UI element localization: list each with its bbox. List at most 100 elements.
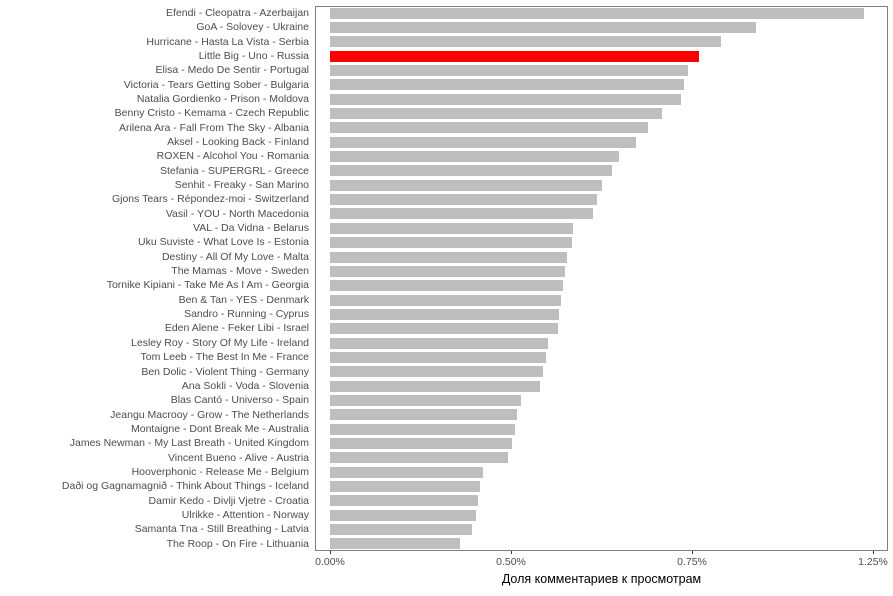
bar <box>330 222 574 234</box>
bar <box>330 265 565 277</box>
bar <box>330 179 602 191</box>
chart-row: Hooverphonic - Release Me - Belgium <box>0 465 893 479</box>
bar-track <box>315 251 893 263</box>
chart-row: Aksel - Looking Back - Finland <box>0 135 893 149</box>
chart-row: Destiny - All Of My Love - Malta <box>0 250 893 264</box>
bar-track <box>315 280 893 292</box>
bar <box>330 337 549 349</box>
chart-row: Ben Dolic - Violent Thing - Germany <box>0 365 893 379</box>
y-axis-label: The Mamas - Move - Sweden <box>171 265 309 278</box>
bar <box>330 423 515 435</box>
y-axis-label: Blas Cantó - Universo - Spain <box>170 394 309 407</box>
bar-track <box>315 208 893 220</box>
y-axis-label: Vasil - YOU - North Macedonia <box>165 207 309 220</box>
y-axis-label: Jeangu Macrooy - Grow - The Netherlands <box>110 408 309 421</box>
bar <box>330 93 681 105</box>
y-axis-label: Efendi - Cleopatra - Azerbaijan <box>166 6 309 19</box>
chart-row: Vasil - YOU - North Macedonia <box>0 207 893 221</box>
bar <box>330 394 522 406</box>
chart-row: Hurricane - Hasta La Vista - Serbia <box>0 35 893 49</box>
bar <box>330 366 543 378</box>
x-tick-label: 1.25% <box>858 556 888 568</box>
y-axis-label: Elisa - Medo De Sentir - Portugal <box>155 64 309 77</box>
chart-row: Vincent Bueno - Alive - Austria <box>0 451 893 465</box>
y-axis-label: Senhit - Freaky - San Marino <box>174 179 309 192</box>
chart-row: Uku Suviste - What Love Is - Estonia <box>0 236 893 250</box>
bar-track <box>315 409 893 421</box>
bar-track <box>315 136 893 148</box>
bar <box>330 409 517 421</box>
bar-track <box>315 437 893 449</box>
x-tick-mark <box>692 551 693 554</box>
chart-row: Elisa - Medo De Sentir - Portugal <box>0 63 893 77</box>
y-axis-label: The Roop - On Fire - Lithuania <box>166 537 309 550</box>
bar-track <box>315 108 893 120</box>
chart-row: Arilena Ara - Fall From The Sky - Albani… <box>0 121 893 135</box>
bar-track <box>315 481 893 493</box>
chart-row: Sandro - Running - Cyprus <box>0 307 893 321</box>
bar-track <box>315 222 893 234</box>
bar <box>330 509 476 521</box>
chart-row: Ulrikke - Attention - Norway <box>0 508 893 522</box>
bar-track <box>315 538 893 550</box>
bar <box>330 208 593 220</box>
bar <box>330 294 562 306</box>
bar <box>330 136 637 148</box>
bar-track <box>315 50 893 62</box>
bar-track <box>315 265 893 277</box>
bar-track <box>315 466 893 478</box>
bar-track <box>315 337 893 349</box>
chart-row: ROXEN - Alcohol You - Romania <box>0 149 893 163</box>
y-axis-label: Destiny - All Of My Love - Malta <box>161 250 309 263</box>
chart-row: Ben & Tan - YES - Denmark <box>0 293 893 307</box>
bar <box>330 36 721 48</box>
chart-row: The Mamas - Move - Sweden <box>0 264 893 278</box>
chart-row: Natalia Gordienko - Prison - Moldova <box>0 92 893 106</box>
bar <box>330 280 563 292</box>
bar-track <box>315 495 893 507</box>
bar-track <box>315 323 893 335</box>
y-axis-label: Vincent Bueno - Alive - Austria <box>167 451 309 464</box>
x-tick-label: 0.75% <box>677 556 707 568</box>
chart-row: Senhit - Freaky - San Marino <box>0 178 893 192</box>
y-axis-label: Natalia Gordienko - Prison - Moldova <box>136 92 309 105</box>
y-axis-label: Uku Suviste - What Love Is - Estonia <box>138 236 309 249</box>
y-axis-label: Hurricane - Hasta La Vista - Serbia <box>146 35 309 48</box>
chart-row: James Newman - My Last Breath - United K… <box>0 436 893 450</box>
chart-row: Little Big - Uno - Russia <box>0 49 893 63</box>
bar-track <box>315 366 893 378</box>
bar <box>330 237 572 249</box>
y-axis-label: Arilena Ara - Fall From The Sky - Albani… <box>118 121 309 134</box>
bar-track <box>315 380 893 392</box>
bar <box>330 524 472 536</box>
y-axis-label: Daði og Gagnamagnið - Think About Things… <box>61 480 309 493</box>
y-axis-label: Gjons Tears - Répondez-moi - Switzerland <box>111 193 309 206</box>
bar-track <box>315 194 893 206</box>
y-axis-label: GoA - Solovey - Ukraine <box>196 21 309 34</box>
bar-track <box>315 308 893 320</box>
bar-track <box>315 394 893 406</box>
bar <box>330 466 483 478</box>
bar-track <box>315 7 893 19</box>
bar-track <box>315 179 893 191</box>
x-tick-mark <box>330 551 331 554</box>
chart-row: Eden Alene - Feker Libi - Israel <box>0 322 893 336</box>
chart-row: Blas Cantó - Universo - Spain <box>0 393 893 407</box>
bar <box>330 538 461 550</box>
chart-row: Ana Sokli - Voda - Slovenia <box>0 379 893 393</box>
bar-track <box>315 122 893 134</box>
x-tick-label: 0.00% <box>315 556 345 568</box>
bar <box>330 122 648 134</box>
x-axis: 0.00% 0.50% 0.75% 1.25% <box>0 551 893 573</box>
bar-track <box>315 423 893 435</box>
y-axis-label: Lesley Roy - Story Of My Life - Ireland <box>131 336 309 349</box>
y-axis-label: Samanta Tna - Still Breathing - Latvia <box>134 523 309 536</box>
y-axis-label: Ben Dolic - Violent Thing - Germany <box>141 365 309 378</box>
bar <box>330 495 479 507</box>
bar <box>330 65 689 77</box>
chart-row: Tom Leeb - The Best In Me - France <box>0 350 893 364</box>
y-axis-label: James Newman - My Last Breath - United K… <box>69 437 309 450</box>
bar <box>330 437 513 449</box>
bar-track <box>315 93 893 105</box>
